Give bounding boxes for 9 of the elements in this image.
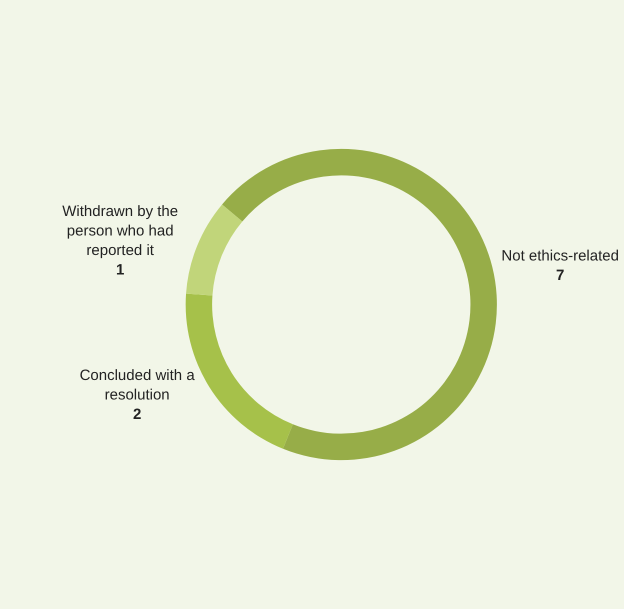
data-label: 7 xyxy=(556,267,564,284)
donut-slice xyxy=(186,204,242,296)
data-label: 2 xyxy=(132,406,142,423)
slice-label: Not ethics-related xyxy=(501,248,619,265)
slice-label: Withdrawn by the person who had reported it xyxy=(62,203,178,260)
donut-slice xyxy=(222,148,497,460)
slice-label: Concluded with a resolution xyxy=(80,366,196,404)
data-label: 1 xyxy=(116,262,124,279)
donut-slice xyxy=(186,294,293,449)
